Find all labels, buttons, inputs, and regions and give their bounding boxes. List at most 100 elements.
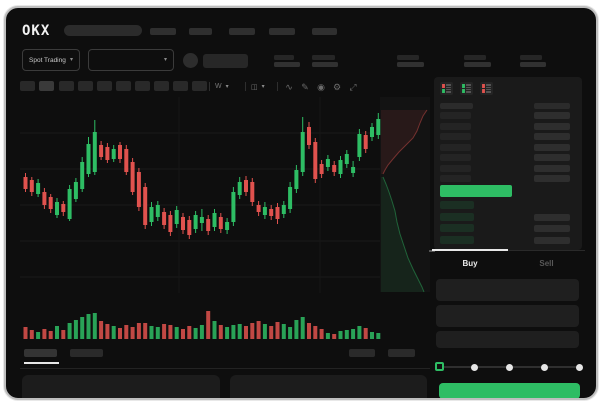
chart-bottom-tab-active[interactable] (24, 349, 57, 357)
timeframe-button[interactable] (173, 81, 188, 91)
stat-label-placeholder (274, 55, 294, 60)
ask-row-price[interactable] (440, 122, 471, 130)
timeframe-button[interactable] (39, 81, 54, 91)
ask-row-price[interactable] (440, 112, 471, 119)
chart-bottom-tab[interactable] (70, 349, 103, 357)
ask-row-price[interactable] (440, 133, 471, 140)
ask-row-amount[interactable] (534, 164, 570, 172)
slider-stop[interactable] (506, 364, 513, 371)
okx-logo: OKX (22, 23, 51, 39)
interval-label: W (215, 83, 222, 90)
chart-bottom-action[interactable] (349, 349, 375, 357)
sell-tab[interactable]: Sell (539, 258, 554, 268)
stat-label-placeholder (520, 55, 542, 60)
timeframe-button[interactable] (154, 81, 169, 91)
slider-stop[interactable] (471, 364, 478, 371)
stat-label-placeholder (464, 55, 486, 60)
active-tab-underline (24, 362, 59, 364)
ask-row-amount[interactable] (534, 175, 570, 182)
coin-avatar (183, 53, 198, 68)
market-type-select[interactable]: Spot Trading ▾ (22, 49, 80, 71)
tab-divider (432, 250, 585, 251)
timeframe-button[interactable] (78, 81, 93, 91)
slider-handle[interactable] (435, 362, 444, 371)
bid-row-price[interactable] (440, 224, 474, 233)
stat-value-placeholder (312, 62, 338, 67)
ask-row-price[interactable] (440, 143, 471, 151)
ask-row-amount[interactable] (534, 122, 570, 130)
bottom-panel-left[interactable] (22, 375, 220, 398)
timeframe-button[interactable] (20, 81, 35, 91)
bid-row-amount[interactable] (534, 213, 570, 221)
amount-input[interactable] (436, 305, 579, 327)
indicator-wave-icon[interactable]: ∿ (285, 82, 293, 92)
timeframe-button[interactable] (192, 81, 207, 91)
ask-row-amount[interactable] (534, 133, 570, 140)
header-nav-item[interactable] (189, 28, 212, 35)
bottom-panel-right[interactable] (230, 375, 427, 398)
candlestick-chart-canvas[interactable] (20, 97, 430, 339)
slider-stop[interactable] (576, 364, 583, 371)
total-input[interactable] (436, 331, 579, 348)
stat-value-placeholder (520, 62, 546, 67)
interval-select[interactable]: W ▾ (215, 83, 229, 90)
search-input[interactable] (64, 25, 142, 36)
ask-row-price[interactable] (440, 164, 471, 172)
bid-row-price[interactable] (440, 212, 474, 221)
orderbook-last-price[interactable] (440, 185, 512, 197)
ask-row-price[interactable] (440, 154, 471, 161)
green-depth-bar (462, 88, 465, 91)
slider-stop[interactable] (541, 364, 548, 371)
ask-row-price[interactable] (440, 175, 471, 182)
draw-pencil-icon[interactable]: ✎ (301, 82, 309, 92)
ask-row-amount[interactable] (534, 112, 570, 119)
ask-row-amount[interactable] (534, 154, 570, 161)
timeframe-button[interactable] (97, 81, 112, 91)
pair-select[interactable]: ▾ (88, 49, 174, 71)
header-nav-item[interactable] (269, 28, 295, 35)
header-nav-item[interactable] (229, 28, 255, 35)
market-type-label: Spot Trading (29, 56, 66, 64)
stat-label-placeholder (397, 55, 419, 60)
bid-row-amount[interactable] (534, 225, 570, 233)
buy-submit-button[interactable] (439, 383, 580, 398)
chart-style-select[interactable]: ◫ ▾ (251, 83, 265, 91)
green-depth-bar (462, 86, 465, 89)
stat-value-placeholder (274, 62, 300, 67)
toolbar-divider (209, 82, 210, 91)
price-input[interactable] (436, 279, 579, 301)
book-asks-icon[interactable] (480, 82, 493, 95)
bid-row-price[interactable] (440, 236, 474, 245)
header-nav-item[interactable] (150, 28, 176, 35)
green-depth-bar (442, 88, 445, 91)
chart-bottom-action[interactable] (388, 349, 415, 357)
header-nav-item[interactable] (312, 28, 337, 35)
orderbook-amount-header (534, 103, 570, 109)
stat-label-placeholder (312, 55, 335, 60)
timeframe-button[interactable] (59, 81, 74, 91)
bid-row-price[interactable] (440, 201, 474, 209)
camera-snapshot-icon[interactable]: ◉ (317, 82, 325, 92)
timeframe-button[interactable] (116, 81, 131, 91)
chevron-down-icon: ▾ (261, 84, 265, 90)
fullscreen-icon[interactable]: ⤢ (349, 82, 357, 92)
app-window: OKX Spot Trading ▾ ▾ W ▾ (4, 6, 598, 400)
bid-row-amount[interactable] (534, 237, 570, 245)
book-bids-icon[interactable] (460, 82, 473, 95)
settings-gear-icon[interactable]: ⚙ (332, 82, 342, 92)
stat-value-placeholder (397, 62, 424, 67)
red-depth-bar (442, 84, 445, 86)
timeframe-button[interactable] (135, 81, 150, 91)
last-price-placeholder (203, 54, 248, 68)
book-combined-icon[interactable] (440, 82, 453, 95)
chevron-down-icon: ▾ (163, 57, 167, 63)
green-depth-bar (462, 91, 465, 93)
buy-tab[interactable]: Buy (462, 258, 478, 268)
section-divider (20, 368, 430, 369)
green-depth-bar (462, 84, 465, 86)
toolbar-divider (277, 82, 278, 91)
chevron-down-icon: ▾ (69, 57, 73, 63)
red-depth-bar (442, 86, 445, 89)
ask-row-amount[interactable] (534, 143, 570, 151)
